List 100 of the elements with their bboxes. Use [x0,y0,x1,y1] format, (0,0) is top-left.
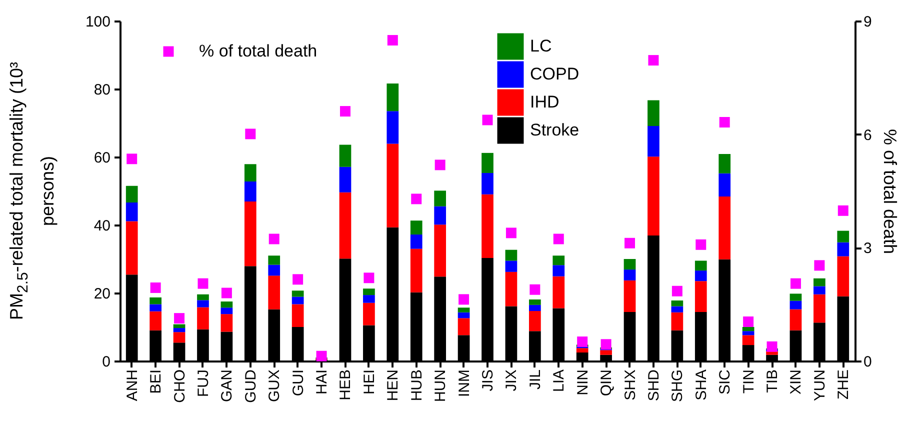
bar [624,280,636,312]
bar [244,202,256,266]
bar [742,331,754,336]
x-tick-label: JIS [480,370,496,392]
x-tick-label: GUI [290,370,307,396]
x-tick-label: GAN [218,370,236,402]
bar [837,256,850,296]
point [530,284,540,295]
bar [814,294,826,323]
x-tick-label: BEI [148,370,165,394]
y-tick-label: 0 [102,354,110,370]
point [434,160,446,170]
x-tick-label: FUJ [194,370,212,397]
y2-axis-title: % of total death [880,128,900,254]
x-tick-label: TIN [740,370,758,394]
x-tick-label: HUB [408,370,426,402]
bar [528,299,541,305]
bar [505,260,518,272]
bar [671,300,684,306]
x-tick-label: CHO [171,370,188,403]
bar [648,100,660,126]
point [838,205,848,216]
bar [268,264,280,276]
bar [742,335,754,346]
bar [505,272,518,306]
bar [718,173,731,196]
bar [126,186,138,203]
bar [150,304,162,312]
bar [552,276,565,308]
point [198,278,208,289]
x-tick-label: SHG [669,370,686,402]
bar [386,111,399,144]
bar [648,126,660,157]
x-tick-label: ZHE [835,370,852,400]
bar [434,224,446,277]
point [268,234,280,244]
bar [694,281,707,312]
point [482,114,493,126]
x-tick-label: SHD [645,369,662,402]
bar [197,307,209,330]
bar [552,265,565,276]
bar [718,154,731,174]
bar [244,164,256,182]
bar [268,276,280,310]
point [790,278,801,289]
point [743,316,754,327]
point [364,272,374,284]
x-tick-label: JIX [503,370,520,392]
point [126,154,138,164]
x-tick-label: YUN [811,370,828,402]
y-tick-label: 80 [94,82,110,98]
bar [434,206,446,225]
x-tick-label: SHX [622,370,639,400]
bar [718,196,731,260]
bar [150,311,162,330]
bar [292,304,304,327]
bar [173,332,186,343]
bar [150,297,162,304]
x-tick-label: TIB [764,370,782,393]
y-tick-label: 100 [85,14,110,30]
point [577,336,588,347]
x-tick-label: INM [456,370,473,397]
point [719,117,730,128]
bar [197,294,209,300]
bar [363,302,375,326]
x-tick-label: QIN [598,370,616,396]
x-tick-label: ANH [124,370,141,402]
bar [410,248,422,292]
y-tick-label: 20 [94,286,110,302]
legend-label: COPD [530,64,580,84]
bar [173,324,186,328]
bar [220,308,233,314]
bar [837,242,850,256]
bar [126,221,138,275]
bar [694,270,707,282]
point [672,286,682,296]
bar [268,256,280,265]
point [766,341,778,352]
legend-label: Stroke [530,120,580,140]
bar [790,294,802,301]
x-tick-label: HEN [384,370,402,402]
bar [482,172,494,194]
bar [790,300,802,310]
point [150,282,161,293]
bar [434,190,446,206]
legend-label: LC [530,36,552,56]
point [696,239,706,250]
bar [552,256,565,266]
bar [220,302,233,308]
bar [458,312,470,318]
point [292,274,304,285]
point [221,288,232,298]
bar [244,181,256,202]
bar [814,286,826,294]
bar [528,304,541,312]
bar [742,327,754,332]
point [174,313,185,324]
point [340,106,350,117]
y2-tick-label: 0 [864,354,872,370]
bar [528,311,541,332]
